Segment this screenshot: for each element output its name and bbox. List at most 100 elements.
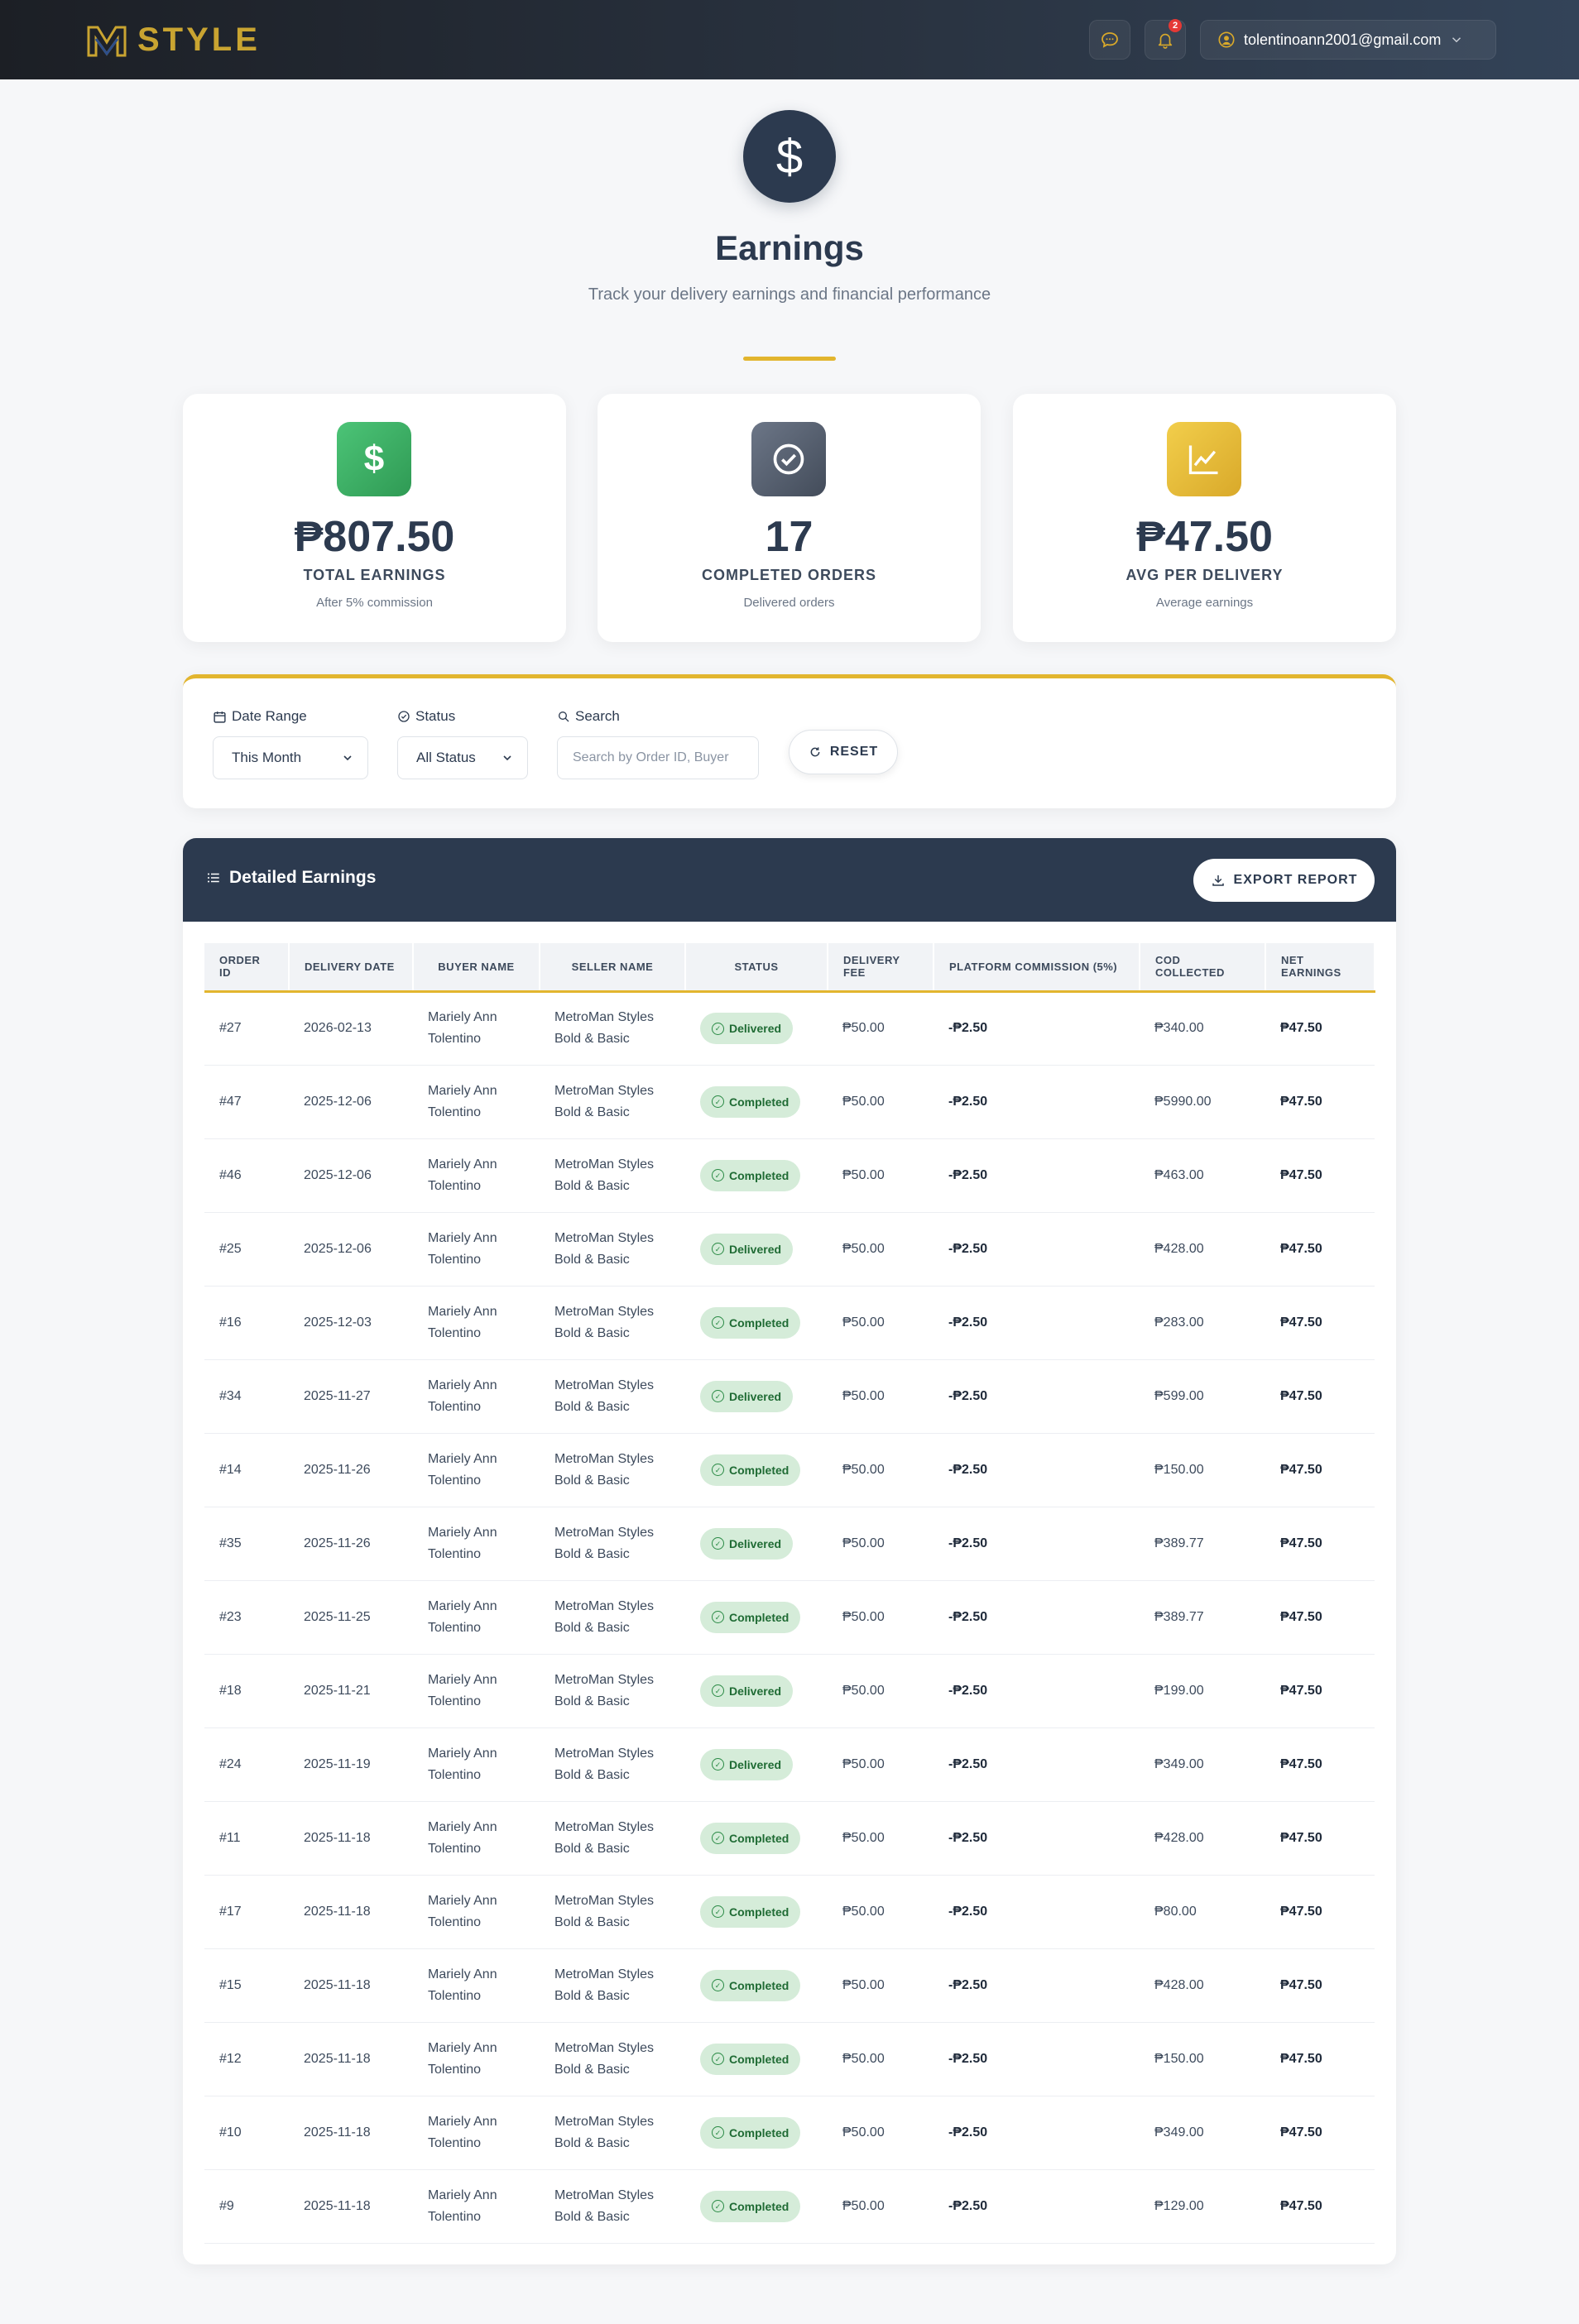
check-icon: ✓ (712, 1979, 724, 1991)
messages-button[interactable] (1089, 20, 1130, 60)
reset-button[interactable]: RESET (789, 730, 898, 774)
buyer-name-cell: Mariely Ann Tolentino (413, 1212, 540, 1287)
status-badge: ✓ Delivered (700, 1748, 794, 1780)
table-row[interactable]: #46 2025-12-06 Mariely Ann Tolentino MetroMa… (204, 1138, 1375, 1213)
column-header[interactable]: NET EARNINGS (1265, 943, 1375, 993)
column-header[interactable]: DELIVERY FEE (828, 943, 934, 993)
table-row[interactable]: #35 2025-11-26 Mariely Ann Tolentino MetroMa… (204, 1507, 1375, 1581)
table-row[interactable]: #14 2025-11-26 Mariely Ann Tolentino MetroMa… (204, 1433, 1375, 1507)
delivery-date-cell: 2025-12-03 (289, 1286, 413, 1360)
status-cell: ✓ Completed (685, 1801, 828, 1876)
status-select[interactable]: All Status (397, 736, 528, 779)
stat-value: 17 (765, 513, 813, 561)
order-id-cell: #9 (204, 2169, 289, 2244)
search-label: Search (557, 708, 620, 725)
seller-name-cell: MetroMan Styles Bold & Basic (540, 1286, 685, 1360)
buyer-first-line: Mariely Ann (428, 1672, 497, 1687)
export-report-button[interactable]: EXPORT REPORT (1193, 859, 1375, 902)
table-row[interactable]: #16 2025-12-03 Mariely Ann Tolentino MetroMa… (204, 1286, 1375, 1360)
stat-subtext: Delivered orders (743, 596, 835, 610)
seller-second-line: Bold & Basic (554, 1620, 630, 1635)
delivery-fee-cell: ₱50.00 (828, 1875, 933, 1949)
seller-first-line: MetroMan Styles (554, 1746, 655, 1761)
notifications-button[interactable]: 2 (1145, 19, 1186, 60)
seller-name-cell: MetroMan Styles Bold & Basic (540, 1654, 685, 1728)
search-input[interactable] (557, 736, 759, 779)
seller-second-line: Bold & Basic (554, 1473, 630, 1488)
buyer-name-cell: Mariely Ann Tolentino (413, 1801, 540, 1876)
delivery-date-cell: 2026-02-13 (289, 991, 413, 1066)
status-text: Completed (729, 1463, 790, 1477)
brand-name: STYLE (137, 22, 261, 58)
cod-collected-cell: ₱129.00 (1140, 2169, 1265, 2244)
buyer-second-line: Tolentino (428, 2209, 482, 2224)
delivery-fee-cell: ₱50.00 (828, 1948, 933, 2023)
net-earnings-cell: ₱47.50 (1265, 1212, 1375, 1287)
status-badge: ✓ Delivered (700, 1675, 794, 1707)
delivery-fee-cell: ₱50.00 (828, 2169, 933, 2244)
seller-second-line: Bold & Basic (554, 1546, 630, 1561)
delivery-fee-cell: ₱50.00 (828, 2022, 933, 2096)
check-icon: ✓ (712, 1905, 724, 1918)
stat-label: TOTAL EARNINGS (303, 567, 446, 583)
table-row[interactable]: #25 2025-12-06 Mariely Ann Tolentino MetroMa… (204, 1212, 1375, 1287)
seller-first-line: MetroMan Styles (554, 1010, 655, 1024)
stat-card-total-earnings: $ ₱807.50 TOTAL EARNINGS After 5% commis… (183, 394, 566, 642)
buyer-first-line: Mariely Ann (428, 1083, 497, 1098)
net-earnings-cell: ₱47.50 (1265, 1948, 1375, 2023)
date-range-select[interactable]: This Month (213, 736, 368, 779)
table-row[interactable]: #24 2025-11-19 Mariely Ann Tolentino MetroMa… (204, 1727, 1375, 1802)
column-header[interactable]: STATUS (685, 943, 828, 993)
delivery-date-cell: 2025-11-19 (289, 1727, 413, 1802)
commission-cell: -₱2.50 (933, 1286, 1140, 1360)
column-header[interactable]: PLATFORM COMMISSION (5%) (933, 943, 1140, 993)
brand-logo[interactable]: STYLE (86, 22, 261, 59)
status-text: Delivered (729, 1684, 782, 1698)
status-badge: ✓ Completed (700, 2116, 801, 2149)
table-row[interactable]: #47 2025-12-06 Mariely Ann Tolentino MetroMa… (204, 1065, 1375, 1139)
net-earnings-cell: ₱47.50 (1265, 1580, 1375, 1655)
buyer-name-cell: Mariely Ann Tolentino (413, 1359, 540, 1434)
order-id-cell: #15 (204, 1948, 289, 2023)
table-row[interactable]: #34 2025-11-27 Mariely Ann Tolentino MetroMa… (204, 1359, 1375, 1434)
status-text: Completed (729, 1610, 790, 1624)
status-cell: ✓ Delivered (685, 1212, 828, 1287)
stat-label: AVG PER DELIVERY (1125, 567, 1284, 583)
seller-first-line: MetroMan Styles (554, 1967, 655, 1981)
column-header[interactable]: ORDER ID (204, 943, 290, 993)
delivery-fee-cell: ₱50.00 (828, 1212, 933, 1287)
table-row[interactable]: #11 2025-11-18 Mariely Ann Tolentino MetroMa… (204, 1801, 1375, 1876)
delivery-fee-cell: ₱50.00 (828, 1654, 933, 1728)
seller-name-cell: MetroMan Styles Bold & Basic (540, 1948, 685, 2023)
stat-subtext: Average earnings (1155, 596, 1254, 610)
seller-name-cell: MetroMan Styles Bold & Basic (540, 1359, 685, 1434)
table-row[interactable]: #12 2025-11-18 Mariely Ann Tolentino MetroMa… (204, 2022, 1375, 2096)
user-menu-button[interactable]: tolentinoann2001@gmail.com (1200, 20, 1496, 60)
column-header[interactable]: BUYER NAME (413, 943, 540, 993)
column-header[interactable]: DELIVERY DATE (289, 943, 414, 993)
check-icon: ✓ (712, 1022, 724, 1035)
buyer-second-line: Tolentino (428, 1841, 482, 1856)
status-text: Completed (729, 1168, 790, 1182)
date-range-label: Date Range (213, 708, 307, 725)
order-id-cell: #17 (204, 1875, 289, 1949)
table-row[interactable]: #17 2025-11-18 Mariely Ann Tolentino MetroMa… (204, 1875, 1375, 1949)
status-badge: ✓ Completed (700, 1306, 801, 1339)
check-icon: ✓ (712, 1243, 724, 1255)
table-row[interactable]: #27 2026-02-13 Mariely Ann Tolentino MetroMa… (204, 991, 1375, 1066)
column-header[interactable]: COD COLLECTED (1140, 943, 1266, 993)
column-header[interactable]: SELLER NAME (540, 943, 686, 993)
check-icon: ✓ (712, 1758, 724, 1771)
chevron-down-icon (343, 755, 352, 761)
check-icon: ✓ (712, 2053, 724, 2065)
table-row[interactable]: #9 2025-11-18 Mariely Ann Tolentino MetroMan… (204, 2169, 1375, 2244)
delivery-fee-cell: ₱50.00 (828, 1065, 933, 1139)
commission-cell: -₱2.50 (933, 1727, 1140, 1802)
table-row[interactable]: #15 2025-11-18 Mariely Ann Tolentino MetroMa… (204, 1948, 1375, 2023)
status-cell: ✓ Completed (685, 1948, 828, 2023)
seller-name-cell: MetroMan Styles Bold & Basic (540, 1875, 685, 1949)
user-email: tolentinoann2001@gmail.com (1244, 31, 1442, 48)
table-row[interactable]: #18 2025-11-21 Mariely Ann Tolentino MetroMa… (204, 1654, 1375, 1728)
table-row[interactable]: #23 2025-11-25 Mariely Ann Tolentino MetroMa… (204, 1580, 1375, 1655)
table-row[interactable]: #10 2025-11-18 Mariely Ann Tolentino MetroMa… (204, 2096, 1375, 2170)
